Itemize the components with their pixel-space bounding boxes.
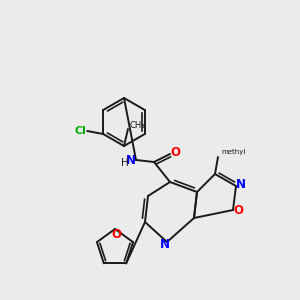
Text: O: O: [111, 227, 121, 241]
Text: N: N: [126, 154, 136, 167]
Text: O: O: [233, 205, 243, 218]
Text: methyl: methyl: [221, 149, 245, 155]
Text: O: O: [170, 146, 180, 158]
Text: H: H: [121, 158, 129, 168]
Text: N: N: [160, 238, 170, 250]
Text: N: N: [236, 178, 246, 191]
Text: Cl: Cl: [74, 126, 86, 136]
Text: CH₃: CH₃: [130, 121, 146, 130]
